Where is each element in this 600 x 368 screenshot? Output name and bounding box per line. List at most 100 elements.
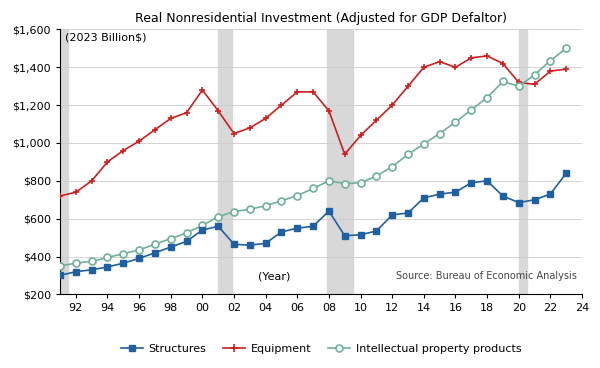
Legend: Structures, Equipment, Intellectual property products: Structures, Equipment, Intellectual prop…: [116, 340, 526, 358]
Intellectual property products: [167, 236, 175, 241]
Intellectual property products: [373, 174, 380, 178]
Structures: [484, 178, 491, 183]
Equipment: [357, 133, 364, 138]
Structures: [515, 201, 523, 205]
Intellectual property products: [389, 164, 396, 169]
Structures: [310, 224, 317, 229]
Intellectual property products: [88, 259, 95, 263]
Structures: [531, 198, 538, 202]
Structures: [404, 211, 412, 215]
Intellectual property products: [278, 198, 285, 203]
Equipment: [420, 65, 427, 70]
Structures: [230, 242, 238, 247]
Structures: [183, 239, 190, 244]
Structures: [262, 241, 269, 245]
Structures: [88, 268, 95, 272]
Equipment: [467, 56, 475, 60]
Intellectual property products: [357, 181, 364, 185]
Structures: [293, 226, 301, 230]
Intellectual property products: [515, 84, 523, 88]
Line: Equipment: Equipment: [56, 53, 569, 199]
Intellectual property products: [467, 108, 475, 112]
Structures: [373, 229, 380, 233]
Structures: [104, 265, 111, 269]
Text: Source: Bureau of Economic Analysis: Source: Bureau of Economic Analysis: [396, 271, 577, 281]
Intellectual property products: [420, 142, 427, 146]
Intellectual property products: [119, 251, 127, 256]
Equipment: [104, 160, 111, 164]
Equipment: [56, 194, 64, 198]
Equipment: [88, 178, 95, 183]
Bar: [328, 29, 353, 294]
Intellectual property products: [563, 46, 570, 50]
Intellectual property products: [436, 131, 443, 136]
Intellectual property products: [262, 204, 269, 208]
Equipment: [452, 65, 459, 70]
Equipment: [183, 110, 190, 115]
Structures: [119, 261, 127, 265]
Equipment: [373, 118, 380, 123]
Structures: [563, 171, 570, 176]
Structures: [499, 194, 506, 198]
Equipment: [199, 88, 206, 92]
Bar: [52, 29, 68, 294]
Structures: [199, 228, 206, 232]
Title: Real Nonresidential Investment (Adjusted for GDP Defaltor): Real Nonresidential Investment (Adjusted…: [135, 13, 507, 25]
Structures: [167, 245, 175, 249]
Equipment: [325, 109, 332, 113]
Structures: [56, 273, 64, 278]
Intellectual property products: [72, 261, 79, 265]
Intellectual property products: [452, 120, 459, 124]
Structures: [467, 181, 475, 185]
Equipment: [404, 84, 412, 88]
Equipment: [310, 90, 317, 94]
Intellectual property products: [310, 186, 317, 191]
Structures: [341, 234, 349, 238]
Structures: [452, 190, 459, 194]
Line: Intellectual property products: Intellectual property products: [56, 45, 569, 269]
Equipment: [230, 131, 238, 136]
Intellectual property products: [215, 215, 222, 219]
Intellectual property products: [531, 72, 538, 77]
Structures: [136, 256, 143, 261]
Equipment: [151, 128, 158, 132]
Equipment: [278, 103, 285, 107]
Intellectual property products: [56, 264, 64, 268]
Intellectual property products: [136, 248, 143, 252]
Bar: [218, 29, 232, 294]
Text: (2023 Billion$): (2023 Billion$): [65, 32, 147, 42]
Text: (Year): (Year): [258, 271, 290, 281]
Structures: [420, 196, 427, 200]
Equipment: [167, 116, 175, 121]
Intellectual property products: [341, 181, 349, 186]
Equipment: [215, 109, 222, 113]
Structures: [436, 192, 443, 196]
Intellectual property products: [547, 59, 554, 63]
Structures: [246, 243, 253, 247]
Equipment: [499, 61, 506, 66]
Structures: [151, 251, 158, 255]
Bar: [519, 29, 527, 294]
Structures: [325, 209, 332, 213]
Equipment: [136, 139, 143, 143]
Structures: [357, 233, 364, 237]
Structures: [547, 192, 554, 196]
Structures: [389, 213, 396, 217]
Structures: [215, 224, 222, 229]
Equipment: [531, 82, 538, 86]
Intellectual property products: [183, 231, 190, 235]
Intellectual property products: [499, 79, 506, 84]
Intellectual property products: [104, 255, 111, 260]
Intellectual property products: [151, 242, 158, 247]
Equipment: [341, 152, 349, 156]
Equipment: [484, 54, 491, 58]
Intellectual property products: [293, 194, 301, 198]
Equipment: [563, 67, 570, 71]
Intellectual property products: [325, 178, 332, 183]
Intellectual property products: [246, 207, 253, 212]
Intellectual property products: [199, 223, 206, 227]
Intellectual property products: [404, 152, 412, 156]
Equipment: [436, 59, 443, 64]
Equipment: [246, 125, 253, 130]
Intellectual property products: [230, 209, 238, 214]
